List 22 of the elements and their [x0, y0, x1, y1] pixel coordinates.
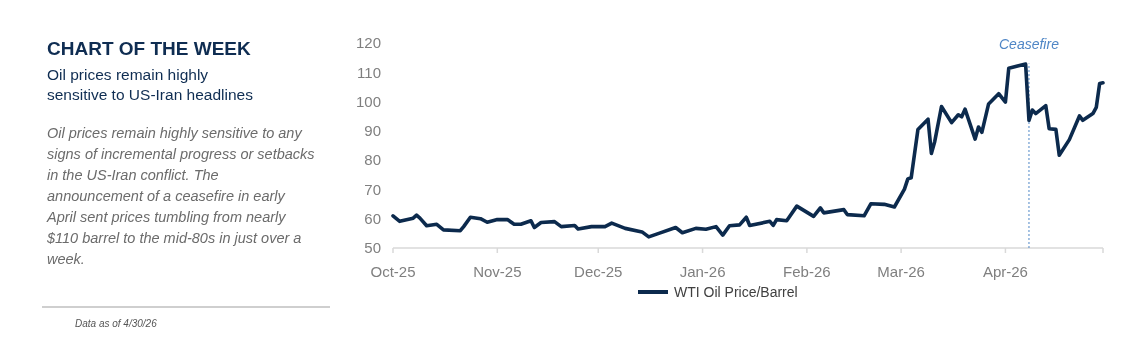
y-tick-label: 80	[364, 151, 381, 169]
y-tick-label: 90	[364, 122, 381, 140]
y-tick-label: 60	[364, 209, 381, 227]
y-tick-label: 100	[355, 92, 381, 110]
text: Data as of 4/30/26	[75, 318, 158, 329]
x-tick-label: Dec-25	[574, 263, 623, 280]
x-tick-label: Mar-26	[877, 263, 925, 280]
legend-label: WTI Oil Price/Barrel	[674, 284, 798, 300]
x-tick-label: Apr-26	[982, 263, 1028, 280]
x-tick-label: Jan-26	[679, 263, 726, 280]
y-tick-label: 50	[364, 239, 381, 257]
text: Oil prices remain highly sensitive to US-Iran headlines	[47, 66, 254, 103]
x-tick-label: Oct-25	[370, 263, 416, 280]
x-tick-label: Feb-26	[783, 263, 831, 280]
line-series	[391, 62, 1105, 239]
ref-line-label: Ceasefire	[999, 36, 1060, 52]
y-tick-label: 70	[364, 180, 381, 198]
y-tick-label: 120	[355, 34, 381, 52]
text: CHART OF THE WEEK	[47, 38, 251, 59]
y-tick-label: 110	[357, 63, 381, 81]
text: Oil prices remain highly sensitive to any signs of incremental progress or setbacks in the US-Iran conflict. The announcement of a ceasefire in early April sent prices tumbling from nearly $110 barrel to the mid-80s in just over a week.	[46, 125, 315, 267]
x-tick-label: Nov-25	[473, 263, 522, 280]
